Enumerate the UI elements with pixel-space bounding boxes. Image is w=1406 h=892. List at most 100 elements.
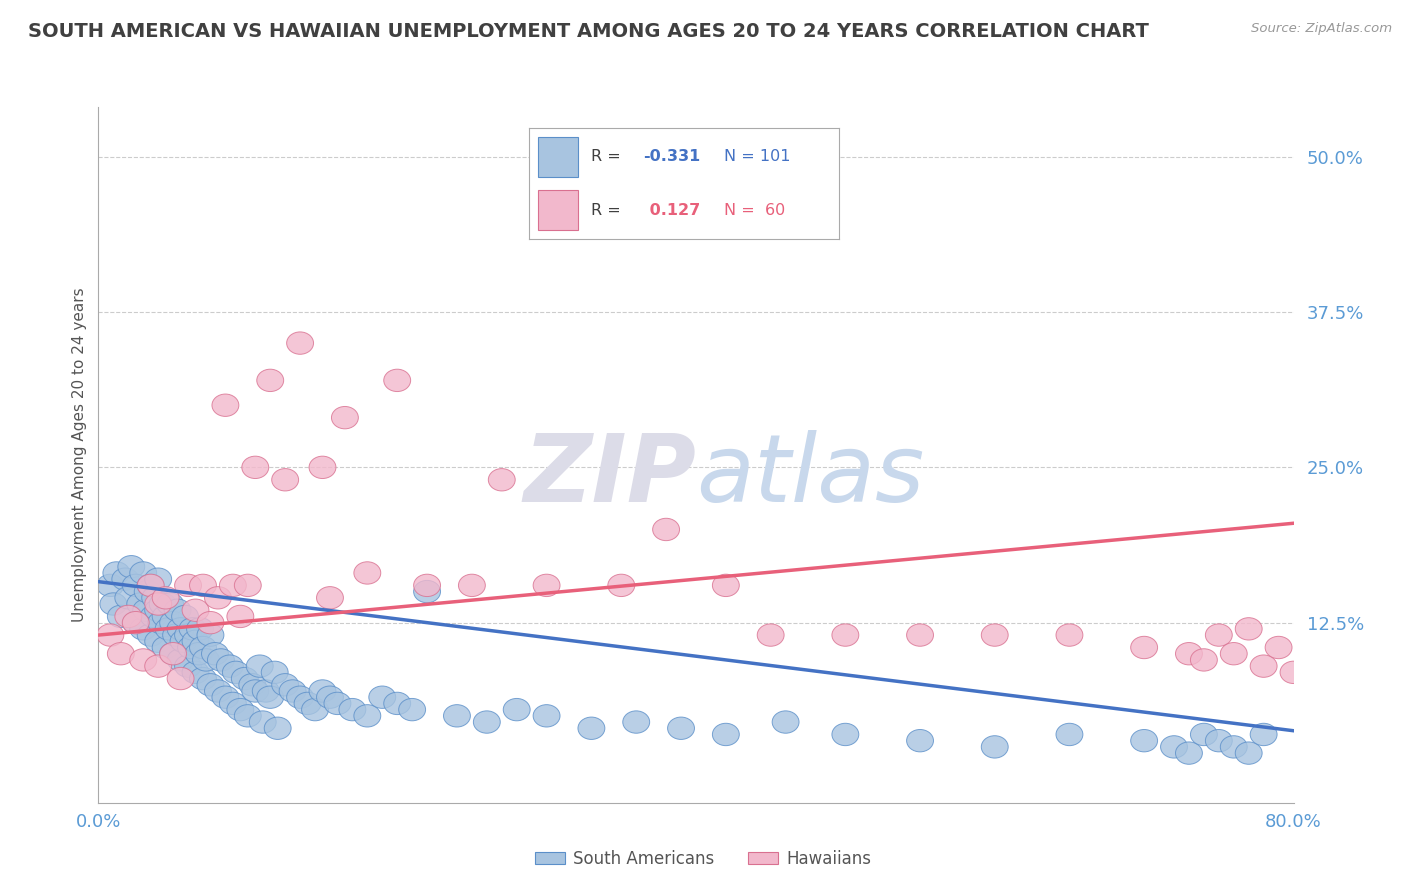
Ellipse shape [165, 599, 191, 622]
Ellipse shape [160, 642, 187, 665]
Ellipse shape [384, 692, 411, 714]
Ellipse shape [772, 711, 799, 733]
Ellipse shape [1250, 655, 1277, 677]
Ellipse shape [533, 705, 560, 727]
Ellipse shape [652, 518, 679, 541]
Ellipse shape [172, 606, 198, 628]
Ellipse shape [190, 574, 217, 597]
Ellipse shape [138, 574, 165, 597]
Ellipse shape [115, 587, 142, 609]
Ellipse shape [174, 624, 201, 646]
Ellipse shape [399, 698, 426, 721]
Ellipse shape [242, 456, 269, 478]
Ellipse shape [167, 648, 194, 671]
Ellipse shape [145, 655, 172, 677]
Ellipse shape [1236, 617, 1263, 640]
Ellipse shape [204, 680, 232, 702]
Ellipse shape [212, 686, 239, 708]
Ellipse shape [758, 624, 785, 646]
Ellipse shape [155, 617, 183, 640]
Ellipse shape [474, 711, 501, 733]
Ellipse shape [138, 574, 165, 597]
Ellipse shape [232, 667, 259, 690]
Ellipse shape [122, 574, 149, 597]
Ellipse shape [443, 705, 471, 727]
Ellipse shape [257, 369, 284, 392]
Ellipse shape [368, 686, 395, 708]
Ellipse shape [1191, 648, 1218, 671]
Ellipse shape [197, 612, 224, 634]
Ellipse shape [242, 680, 269, 702]
Ellipse shape [1130, 636, 1157, 658]
Ellipse shape [257, 686, 284, 708]
Ellipse shape [190, 636, 217, 658]
Ellipse shape [107, 642, 135, 665]
Ellipse shape [249, 711, 276, 733]
Ellipse shape [122, 612, 149, 634]
Ellipse shape [193, 648, 219, 671]
Ellipse shape [1175, 642, 1202, 665]
Legend: South Americans, Hawaiians: South Americans, Hawaiians [529, 844, 877, 875]
Ellipse shape [183, 630, 209, 652]
Ellipse shape [907, 624, 934, 646]
Ellipse shape [145, 568, 172, 591]
Ellipse shape [1279, 661, 1308, 683]
Ellipse shape [145, 630, 172, 652]
Ellipse shape [167, 667, 194, 690]
Ellipse shape [129, 617, 156, 640]
Text: SOUTH AMERICAN VS HAWAIIAN UNEMPLOYMENT AMONG AGES 20 TO 24 YEARS CORRELATION CH: SOUTH AMERICAN VS HAWAIIAN UNEMPLOYMENT … [28, 22, 1149, 41]
Ellipse shape [97, 574, 124, 597]
Ellipse shape [145, 599, 172, 622]
Text: Source: ZipAtlas.com: Source: ZipAtlas.com [1251, 22, 1392, 36]
Ellipse shape [271, 673, 298, 696]
Ellipse shape [160, 612, 187, 634]
Ellipse shape [212, 394, 239, 417]
Ellipse shape [167, 617, 194, 640]
Ellipse shape [413, 581, 440, 603]
Ellipse shape [174, 655, 201, 677]
Ellipse shape [1265, 636, 1292, 658]
Ellipse shape [152, 636, 179, 658]
Ellipse shape [1220, 642, 1247, 665]
Ellipse shape [100, 593, 127, 615]
Ellipse shape [1250, 723, 1277, 746]
Ellipse shape [156, 593, 184, 615]
Ellipse shape [287, 332, 314, 354]
Ellipse shape [129, 562, 156, 584]
Ellipse shape [152, 606, 179, 628]
Ellipse shape [316, 587, 343, 609]
Ellipse shape [907, 730, 934, 752]
Ellipse shape [832, 624, 859, 646]
Ellipse shape [197, 624, 224, 646]
Ellipse shape [1191, 723, 1218, 746]
Ellipse shape [226, 698, 254, 721]
Ellipse shape [668, 717, 695, 739]
Ellipse shape [1056, 624, 1083, 646]
Ellipse shape [1130, 730, 1157, 752]
Ellipse shape [217, 655, 243, 677]
Ellipse shape [141, 606, 167, 628]
Ellipse shape [252, 680, 280, 702]
Ellipse shape [219, 692, 246, 714]
Ellipse shape [132, 599, 160, 622]
Ellipse shape [533, 574, 560, 597]
Ellipse shape [129, 648, 156, 671]
Ellipse shape [458, 574, 485, 597]
Ellipse shape [607, 574, 634, 597]
Ellipse shape [190, 667, 217, 690]
Y-axis label: Unemployment Among Ages 20 to 24 years: Unemployment Among Ages 20 to 24 years [72, 287, 87, 623]
Ellipse shape [235, 705, 262, 727]
Ellipse shape [152, 587, 179, 609]
Ellipse shape [160, 642, 187, 665]
Ellipse shape [309, 456, 336, 478]
Ellipse shape [107, 606, 135, 628]
Ellipse shape [354, 705, 381, 727]
Ellipse shape [323, 692, 352, 714]
Text: atlas: atlas [696, 430, 924, 521]
Ellipse shape [503, 698, 530, 721]
Ellipse shape [287, 686, 314, 708]
Ellipse shape [309, 680, 336, 702]
Ellipse shape [163, 624, 190, 646]
Ellipse shape [332, 407, 359, 429]
Ellipse shape [1160, 736, 1188, 758]
